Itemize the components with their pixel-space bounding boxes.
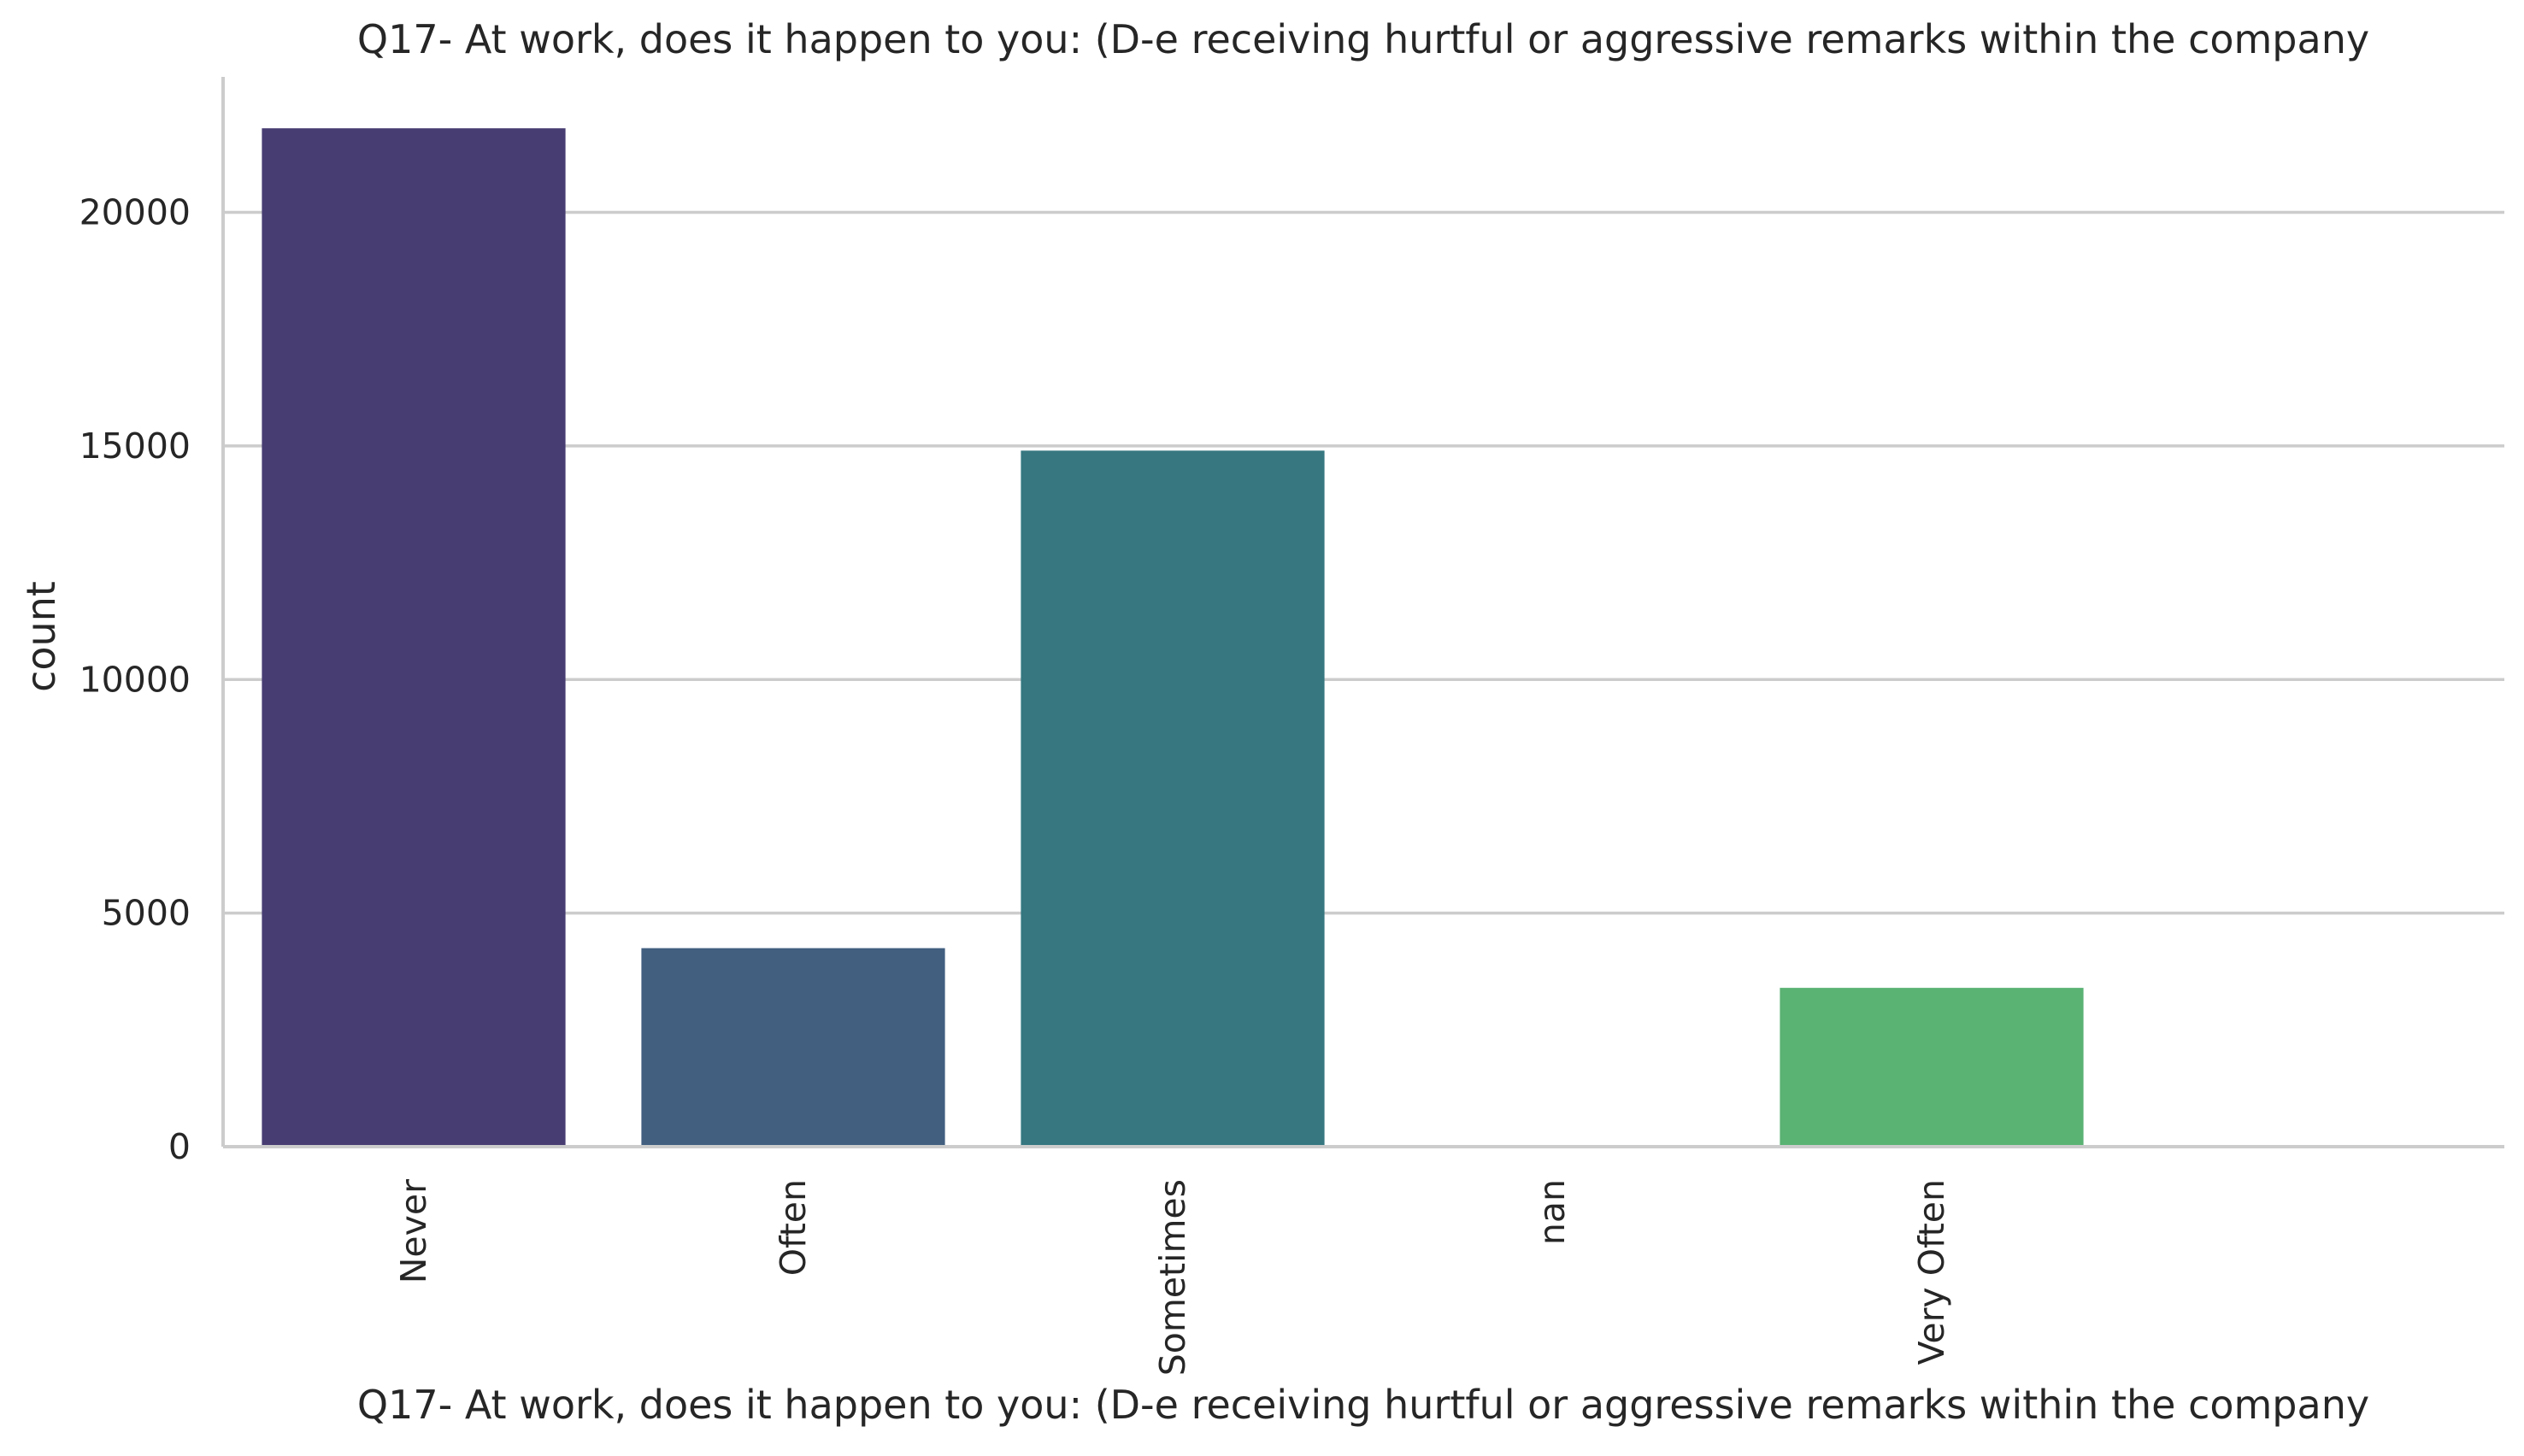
bars <box>262 128 2084 1147</box>
x-axis-label: Q17- At work, does it happen to you: (D-… <box>357 1382 2369 1428</box>
x-tick-label: nan <box>1532 1179 1573 1245</box>
y-tick-label: 15000 <box>79 426 191 467</box>
x-tick-label: Often <box>773 1179 814 1276</box>
chart-title: Q17- At work, does it happen to you: (D-… <box>357 16 2369 62</box>
y-tick-label: 20000 <box>79 192 191 233</box>
gridlines <box>223 210 2504 915</box>
x-tick-label: Very Often <box>1911 1179 1952 1365</box>
y-tick-label: 5000 <box>102 893 191 934</box>
bar-very-often <box>1780 988 2084 1147</box>
y-tick-labels: 0 5000 10000 15000 20000 <box>79 192 191 1167</box>
bar-often <box>641 948 945 1147</box>
y-tick-label: 0 <box>168 1126 191 1167</box>
x-tick-label: Never <box>393 1179 434 1283</box>
y-axis-label: count <box>18 581 64 692</box>
x-tick-labels: Never Often Sometimes nan Very Often <box>393 1179 1952 1376</box>
x-tick-label: Sometimes <box>1152 1179 1193 1376</box>
y-tick-label: 10000 <box>79 659 191 700</box>
bar-never <box>262 128 566 1147</box>
bar-sometimes <box>1021 450 1325 1147</box>
